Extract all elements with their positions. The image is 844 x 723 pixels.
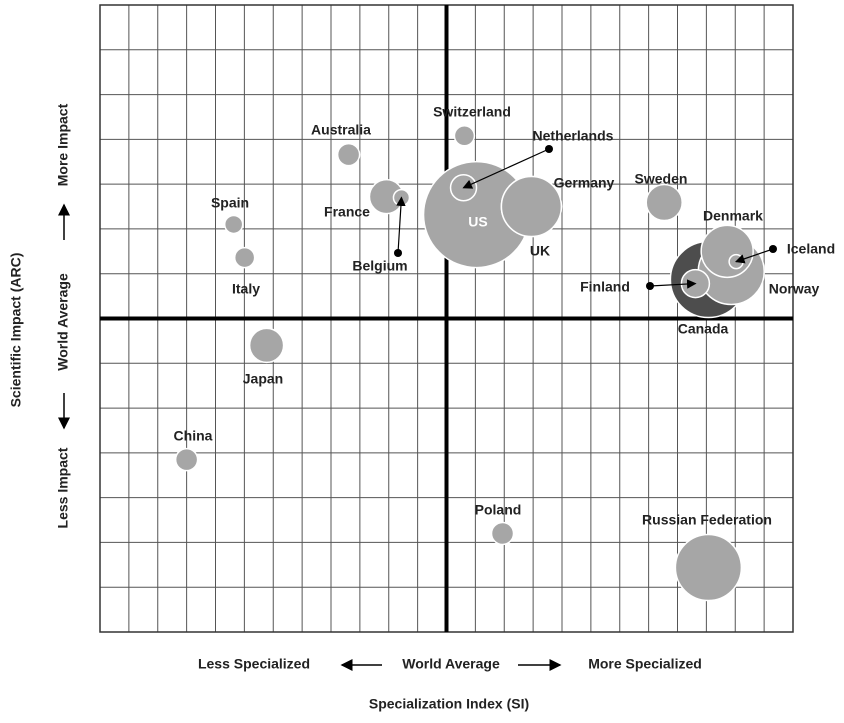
bubble-label: Germany: [554, 175, 615, 191]
bubble: [223, 214, 244, 235]
bubble: [490, 521, 515, 546]
bubble-label: Japan: [243, 371, 283, 387]
y-mid: World Average: [55, 273, 71, 371]
x-high: More Specialized: [588, 656, 702, 672]
y-high: More Impact: [55, 103, 71, 186]
callout-dot: [545, 145, 553, 153]
bubble-label: Canada: [678, 321, 729, 337]
bubble: [336, 142, 361, 167]
bubble: [700, 224, 754, 279]
bubble: [674, 533, 743, 602]
bubble-label: Netherlands: [533, 128, 614, 144]
bubble: [645, 183, 683, 222]
y-low: Less Impact: [55, 447, 71, 528]
callout-dot: [769, 245, 777, 253]
bubble-label: France: [324, 204, 370, 220]
bubble-label: Australia: [311, 122, 371, 138]
bubble-label: China: [174, 428, 213, 444]
bubble: [500, 175, 563, 238]
x-title: Specialization Index (SI): [369, 696, 529, 712]
bubble-label: Denmark: [703, 208, 763, 224]
bubble-label: US: [468, 214, 487, 230]
grid: [99, 4, 794, 633]
x-mid: World Average: [402, 656, 500, 672]
bubble-label: Norway: [769, 281, 820, 297]
bubble-label: Russian Federation: [642, 512, 772, 528]
bubble-label: Poland: [475, 502, 522, 518]
bubble-label: Switzerland: [433, 104, 511, 120]
bubble-label: Italy: [232, 281, 260, 297]
bubbles: [174, 125, 765, 602]
callout: [649, 279, 697, 289]
callout: [734, 248, 774, 264]
bubble-label: Iceland: [787, 241, 835, 257]
bubble: [174, 447, 199, 472]
bubble-label: Finland: [580, 279, 630, 295]
labels: US Canada Norway Denmark Russian Federation G…: [174, 104, 836, 528]
bubble-label: Spain: [211, 195, 249, 211]
bubble-label: Sweden: [635, 171, 688, 187]
callout-dot: [394, 249, 402, 257]
callout-dot: [646, 282, 654, 290]
x-low: Less Specialized: [198, 656, 310, 672]
bubble-label: UK: [530, 243, 550, 259]
bubble: [233, 246, 256, 269]
bubble: [453, 125, 476, 147]
y-title: Scientific Impact (ARC): [8, 253, 24, 408]
bubble: [248, 327, 285, 364]
bubble-label: Belgium: [352, 258, 407, 274]
callout: [462, 148, 550, 189]
callout: [396, 196, 406, 254]
